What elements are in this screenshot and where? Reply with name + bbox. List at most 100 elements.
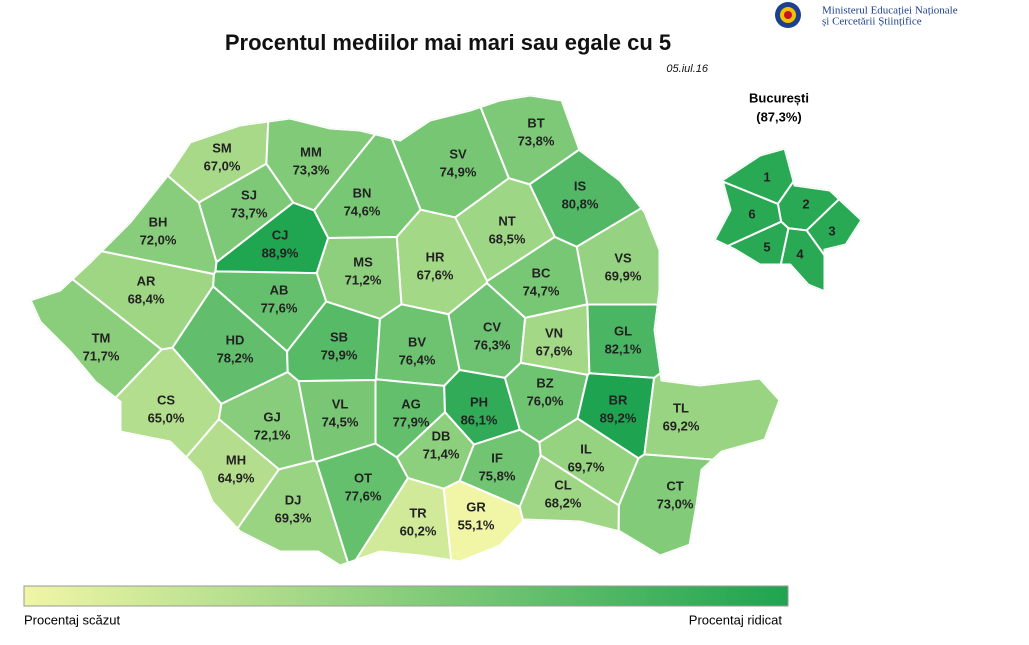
county-value: 71,7%	[83, 348, 120, 363]
county-value: 67,0%	[204, 158, 241, 173]
county-code: CL	[554, 477, 571, 492]
county-value: 73,0%	[657, 496, 694, 511]
county-code: BC	[532, 265, 551, 280]
county-code: BT	[527, 115, 544, 130]
county-value: 77,6%	[261, 300, 298, 315]
county-code: BV	[408, 334, 426, 349]
bucharest-border	[714, 148, 862, 292]
county-code: VS	[614, 250, 632, 265]
legend-low: Procentaj scăzut	[24, 612, 120, 627]
county-code: IS	[574, 178, 587, 193]
county-value: 74,9%	[440, 164, 477, 179]
county-value: 76,4%	[399, 352, 436, 367]
county-value: 73,7%	[231, 205, 268, 220]
county-value: 68,2%	[545, 495, 582, 510]
county-code: IF	[491, 450, 503, 465]
county-code: DB	[432, 428, 451, 443]
title: Procentul mediilor mai mari sau egale cu…	[225, 30, 671, 55]
county-code: AG	[401, 396, 421, 411]
county-code: TM	[92, 330, 111, 345]
county-value: 71,4%	[423, 446, 460, 461]
county-code: CV	[483, 319, 501, 334]
county-code: DJ	[285, 492, 302, 507]
county-code: HD	[226, 332, 245, 347]
county-value: 68,4%	[128, 291, 165, 306]
bucharest-title: București	[749, 90, 809, 105]
county-value: 76,3%	[474, 337, 511, 352]
sector-label: 6	[748, 206, 755, 221]
county-value: 88,9%	[262, 245, 299, 260]
county	[617, 453, 780, 566]
county-value: 67,6%	[536, 343, 573, 358]
county-code: SB	[330, 329, 348, 344]
county-code: SM	[212, 140, 232, 155]
county-value: 68,5%	[489, 231, 526, 246]
county-value: 73,3%	[293, 162, 330, 177]
county-code: IL	[580, 441, 592, 456]
county-value: 86,1%	[461, 412, 498, 427]
sector-label: 3	[828, 223, 835, 238]
county-value: 74,6%	[344, 203, 381, 218]
ministry-logo	[775, 2, 801, 28]
legend-high: Procentaj ridicat	[689, 612, 783, 627]
county-code: OT	[354, 470, 372, 485]
county-code: BR	[609, 392, 628, 407]
county-value: 76,0%	[527, 393, 564, 408]
county-value: 72,1%	[254, 427, 291, 442]
county-code: SJ	[241, 187, 257, 202]
legend-gradient	[23, 585, 789, 607]
county-code: GR	[466, 499, 486, 514]
county-value: 65,0%	[148, 410, 185, 425]
county-code: PH	[470, 394, 488, 409]
bucharest-value: (87,3%)	[756, 109, 802, 124]
county-code: CT	[666, 478, 683, 493]
county-value: 79,9%	[321, 347, 358, 362]
county-code: HR	[426, 249, 445, 264]
county-code: BH	[149, 214, 168, 229]
county-value: 72,0%	[140, 232, 177, 247]
county-code: AB	[270, 282, 289, 297]
county-value: 77,9%	[393, 414, 430, 429]
county-code: VL	[332, 396, 349, 411]
ministry-name: Ministerul Educației Naționale	[822, 5, 958, 17]
sector-label: 5	[763, 239, 770, 254]
country-border	[30, 95, 780, 566]
county	[643, 276, 780, 470]
county-code: SV	[449, 146, 467, 161]
county-code: AR	[137, 273, 156, 288]
county-code: CS	[157, 392, 175, 407]
county-value: 82,1%	[605, 341, 642, 356]
county-value: 71,2%	[345, 272, 382, 287]
county-code: BZ	[536, 375, 553, 390]
county-code: BN	[353, 185, 372, 200]
county-value: 55,1%	[458, 517, 495, 532]
county-code: NT	[498, 213, 515, 228]
labels: SM 67,0% MM 73,3% BT 73,8% SV 74,9% SJ 73,7% BN 74,…	[83, 115, 836, 538]
sector-label: 1	[763, 169, 770, 184]
date: 05.iul.16	[666, 63, 708, 75]
county-code: VN	[545, 325, 563, 340]
county-value: 69,2%	[663, 418, 700, 433]
sector-label: 2	[802, 196, 809, 211]
bucharest-map	[714, 148, 862, 292]
county-value: 75,8%	[479, 468, 516, 483]
ministry-name: și Cercetării Științifice	[822, 16, 922, 28]
county-code: TR	[409, 505, 427, 520]
county-value: 77,6%	[345, 488, 382, 503]
county-value: 69,3%	[275, 510, 312, 525]
county-code: MH	[226, 452, 246, 467]
county-code: MM	[300, 144, 322, 159]
county-value: 69,7%	[568, 459, 605, 474]
county-code: CJ	[272, 227, 289, 242]
county-value: 67,6%	[417, 267, 454, 282]
county-code: GJ	[263, 409, 280, 424]
county-value: 74,7%	[523, 283, 560, 298]
county-value: 74,5%	[322, 414, 359, 429]
county-value: 69,9%	[605, 268, 642, 283]
county-code: GL	[614, 323, 632, 338]
county-value: 78,2%	[217, 350, 254, 365]
county	[61, 417, 281, 566]
county-value: 89,2%	[600, 410, 637, 425]
